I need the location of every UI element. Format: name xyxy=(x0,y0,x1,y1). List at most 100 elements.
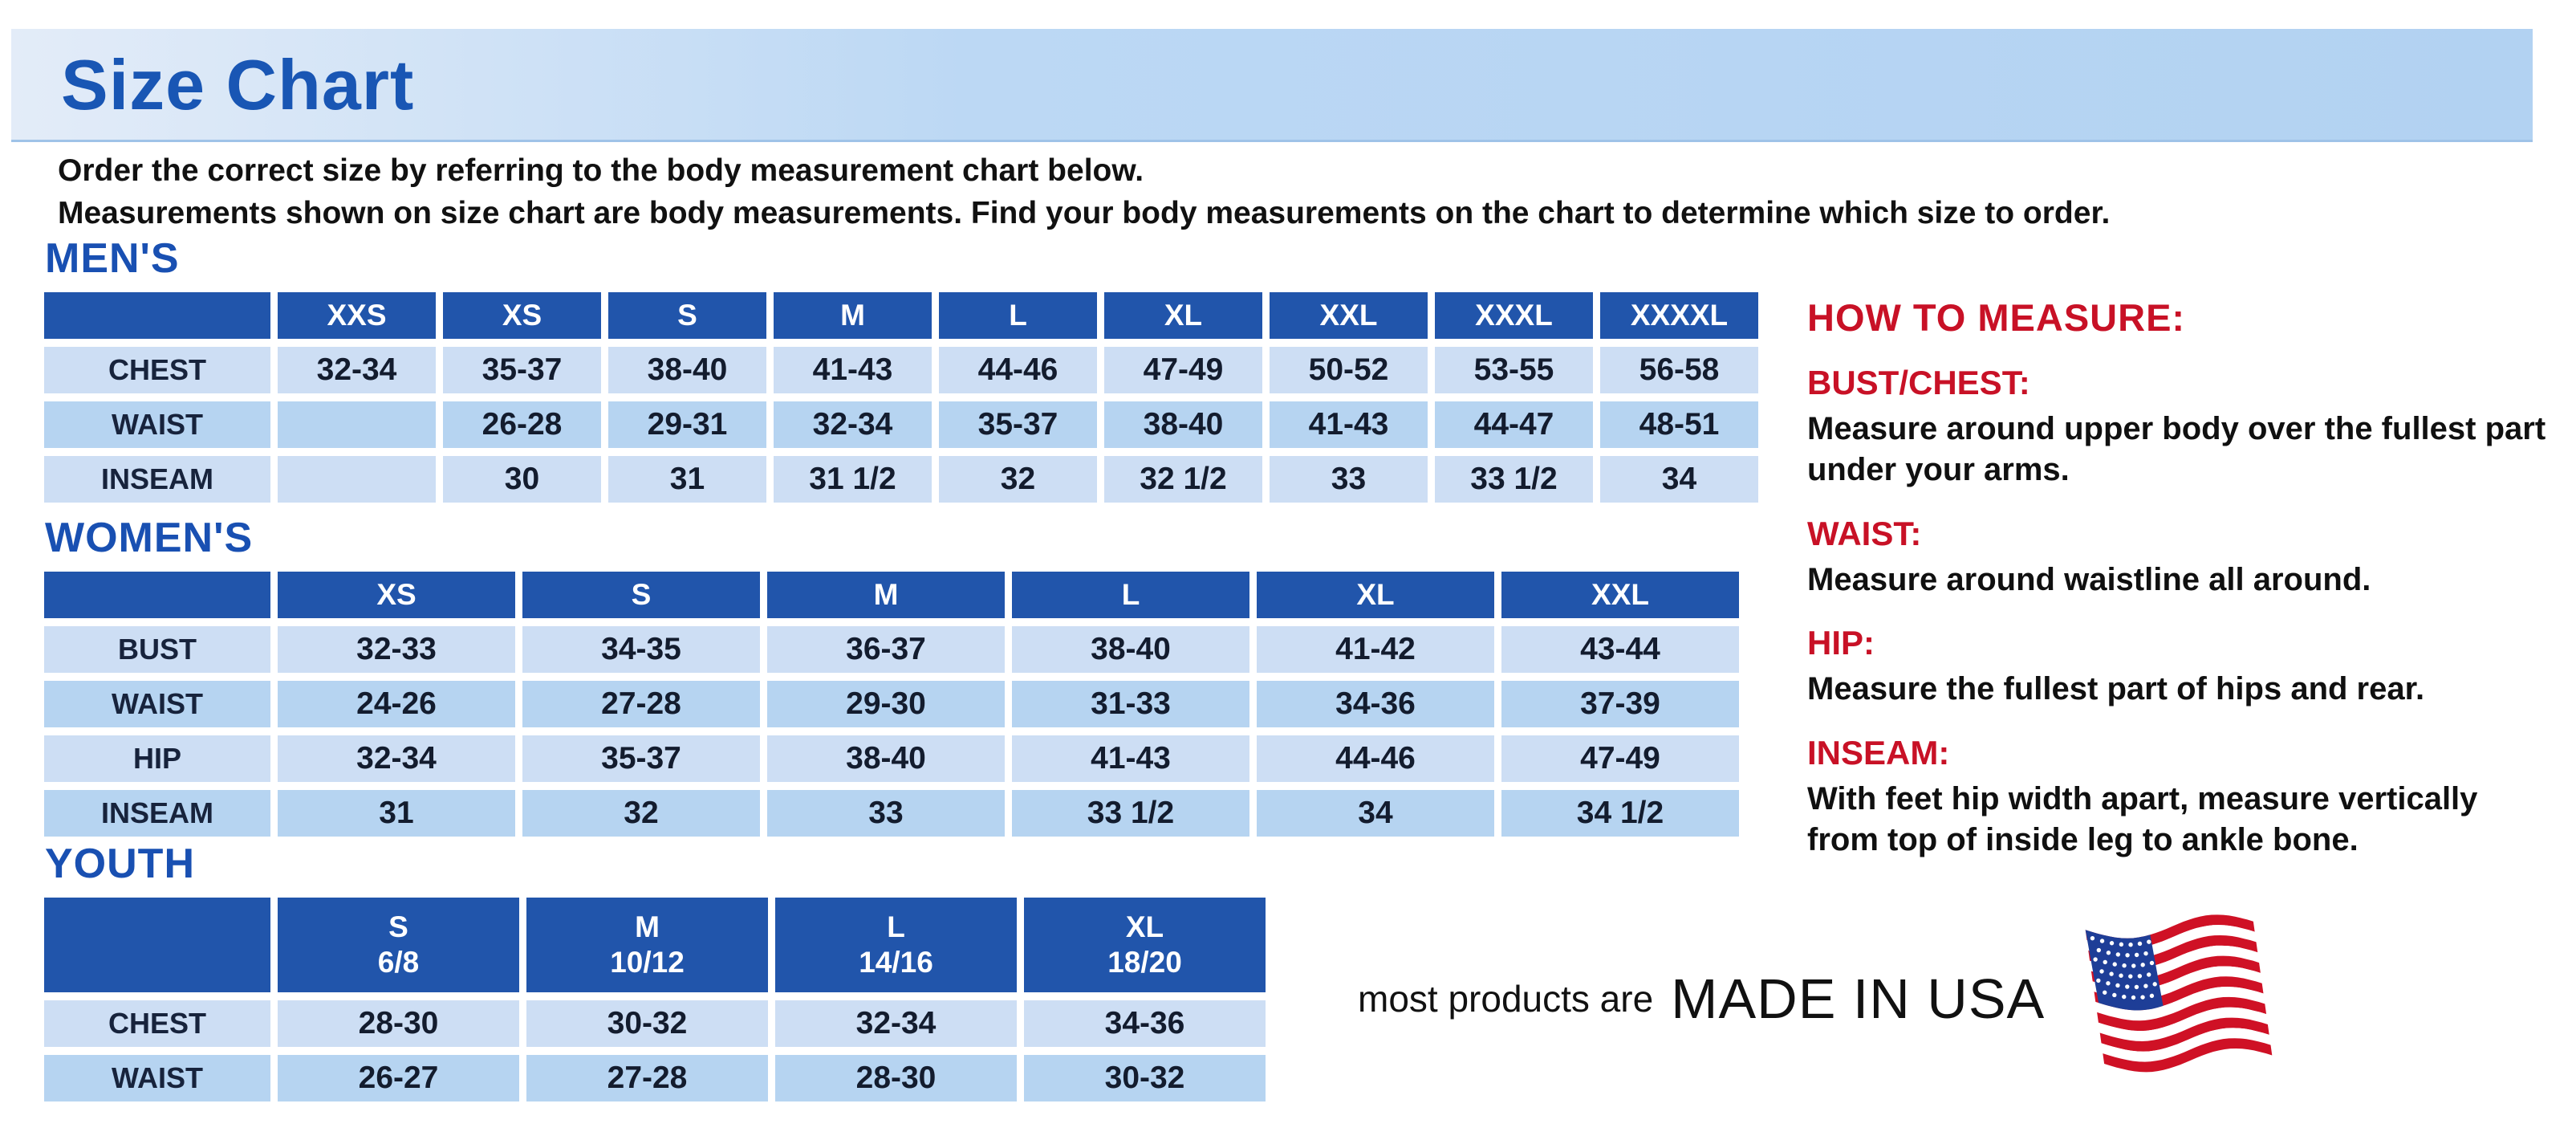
measurement-value-cell: 53-55 xyxy=(1435,347,1593,393)
size-header-row: XXS XS S M L XL XXL XXXL XXXXL xyxy=(44,292,1758,339)
size-column-header: XXXXL xyxy=(1600,292,1758,339)
measure-item-text: With feet hip width apart, measure verti… xyxy=(1807,781,2478,857)
measurement-value-cell: 47-49 xyxy=(1104,347,1262,393)
us-flag-svg xyxy=(2085,914,2273,1073)
measurement-value-cell: 32-34 xyxy=(278,735,515,782)
measurement-value-cell: 50-52 xyxy=(1270,347,1428,393)
measurement-value-cell: 32-34 xyxy=(774,401,932,448)
measure-item: HIP: Measure the fullest part of hips and… xyxy=(1807,624,2554,710)
measurement-value-cell: 30 xyxy=(443,456,601,503)
measurement-label-cell: HIP xyxy=(44,735,270,782)
mens-section-title: MEN'S xyxy=(45,235,180,282)
youth-section-title: YOUTH xyxy=(45,841,195,887)
measurement-value-cell: 48-51 xyxy=(1600,401,1758,448)
measurement-value-cell: 35-37 xyxy=(443,347,601,393)
how-to-measure-panel: HOW TO MEASURE: BUST/CHEST: Measure aroun… xyxy=(1807,295,2554,861)
size-column-header: XXL xyxy=(1270,292,1428,339)
measurement-value-cell: 27-28 xyxy=(522,681,760,727)
measure-item-text: Measure around upper body over the fulle… xyxy=(1807,411,2546,487)
measurement-value-cell: 29-31 xyxy=(608,401,766,448)
measure-item: BUST/CHEST: Measure around upper body ove… xyxy=(1807,364,2554,491)
measurement-value-cell: 32 xyxy=(522,790,760,837)
measurement-value-cell: 38-40 xyxy=(1012,626,1249,673)
measurement-label-cell: INSEAM xyxy=(44,790,270,837)
measurement-value-cell: 32-34 xyxy=(775,1000,1017,1047)
measurement-value-cell: 43-44 xyxy=(1501,626,1739,673)
youth-size-section: YOUTH S 6/8 M 10/12 L 14/16 XL 18/20 CHEST 28-30 3… xyxy=(37,840,1273,1110)
measurement-row: INSEAM 31 32 33 33 1/2 34 34 1/2 xyxy=(44,790,1739,837)
womens-section-title: WOMEN'S xyxy=(45,515,254,561)
measurement-value-cell: 34-36 xyxy=(1024,1000,1266,1047)
size-column-header: M xyxy=(767,572,1005,618)
measurement-value-cell xyxy=(278,456,436,503)
measurement-value-cell: 41-42 xyxy=(1257,626,1494,673)
size-column-header: M xyxy=(774,292,932,339)
measurement-value-cell: 33 xyxy=(767,790,1005,837)
measurement-row: CHEST 28-30 30-32 32-34 34-36 xyxy=(44,1000,1266,1047)
size-column-header: XS xyxy=(278,572,515,618)
measurement-value-cell: 34 1/2 xyxy=(1501,790,1739,837)
measurement-label-cell: BUST xyxy=(44,626,270,673)
measurement-value-cell: 31-33 xyxy=(1012,681,1249,727)
measurement-row: HIP 32-34 35-37 38-40 41-43 44-46 47-49 xyxy=(44,735,1739,782)
measure-item-label: INSEAM: xyxy=(1807,734,1950,772)
measurement-label-cell: CHEST xyxy=(44,1000,270,1047)
measurement-value-cell: 28-30 xyxy=(775,1055,1017,1101)
measure-item: INSEAM: With feet hip width apart, measur… xyxy=(1807,734,2554,861)
measure-item-text: Measure around waistline all around. xyxy=(1807,561,2371,597)
size-column-header: L 14/16 xyxy=(775,898,1017,992)
measurement-row: CHEST 32-34 35-37 38-40 41-43 44-46 47-49 50-52… xyxy=(44,347,1758,393)
measurement-value-cell: 26-28 xyxy=(443,401,601,448)
size-column-header: XS xyxy=(443,292,601,339)
intro-line-2: Measurements shown on size chart are bod… xyxy=(58,196,2111,230)
measurement-value-cell: 32-34 xyxy=(278,347,436,393)
measurement-value-cell: 28-30 xyxy=(278,1000,519,1047)
size-column-header: S xyxy=(608,292,766,339)
measurement-value-cell: 29-30 xyxy=(767,681,1005,727)
us-flag-icon xyxy=(2067,896,2293,1101)
made-in-usa-banner: most products are MADE IN USA xyxy=(1358,909,2281,1088)
measurement-value-cell xyxy=(278,401,436,448)
measurement-value-cell: 27-28 xyxy=(526,1055,768,1101)
size-column-header: M 10/12 xyxy=(526,898,768,992)
measurement-value-cell: 37-39 xyxy=(1501,681,1739,727)
made-in-prefix-text: most products are xyxy=(1358,977,1654,1020)
measurement-value-cell: 34-36 xyxy=(1257,681,1494,727)
measurement-value-cell: 34-35 xyxy=(522,626,760,673)
measurement-value-cell: 33 xyxy=(1270,456,1428,503)
intro-line-1: Order the correct size by referring to t… xyxy=(58,153,1144,188)
measurement-value-cell: 41-43 xyxy=(1270,401,1428,448)
measurement-value-cell: 33 1/2 xyxy=(1012,790,1249,837)
measure-item-list: BUST/CHEST: Measure around upper body ove… xyxy=(1807,364,2554,861)
measurement-label-cell: INSEAM xyxy=(44,456,270,503)
measurement-value-cell: 41-43 xyxy=(1012,735,1249,782)
size-column-header: XL xyxy=(1104,292,1262,339)
womens-size-section: WOMEN'S XS S M L XL XXL BUST 32-33 34-35 36-37 38-… xyxy=(37,514,1746,845)
measurement-value-cell: 34 xyxy=(1600,456,1758,503)
measurement-value-cell: 38-40 xyxy=(767,735,1005,782)
size-header-row: S 6/8 M 10/12 L 14/16 XL 18/20 xyxy=(44,898,1266,992)
measure-item-label: HIP: xyxy=(1807,624,1875,662)
measurement-label-cell: WAIST xyxy=(44,681,270,727)
size-column-header: S xyxy=(522,572,760,618)
size-column-header: XXXL xyxy=(1435,292,1593,339)
measurement-label-cell: WAIST xyxy=(44,1055,270,1101)
youth-size-table: S 6/8 M 10/12 L 14/16 XL 18/20 CHEST 28-30 30-32 32… xyxy=(37,890,1273,1110)
measurement-value-cell: 36-37 xyxy=(767,626,1005,673)
measurement-value-cell: 30-32 xyxy=(1024,1055,1266,1101)
corner-cell xyxy=(44,898,270,992)
page-title: Size Chart xyxy=(61,45,415,124)
measurement-row: BUST 32-33 34-35 36-37 38-40 41-42 43-44 xyxy=(44,626,1739,673)
size-column-header: XL 18/20 xyxy=(1024,898,1266,992)
measurement-value-cell: 31 xyxy=(278,790,515,837)
measurement-row: INSEAM 30 31 31 1/2 32 32 1/2 33 33 1/2 34 xyxy=(44,456,1758,503)
size-column-header: XL xyxy=(1257,572,1494,618)
measurement-label-cell: CHEST xyxy=(44,347,270,393)
size-column-header: S 6/8 xyxy=(278,898,519,992)
measurement-value-cell: 24-26 xyxy=(278,681,515,727)
measurement-row: WAIST 24-26 27-28 29-30 31-33 34-36 37-39 xyxy=(44,681,1739,727)
measurement-value-cell: 32 1/2 xyxy=(1104,456,1262,503)
measure-item-label: WAIST: xyxy=(1807,514,1922,552)
measurement-value-cell: 31 xyxy=(608,456,766,503)
